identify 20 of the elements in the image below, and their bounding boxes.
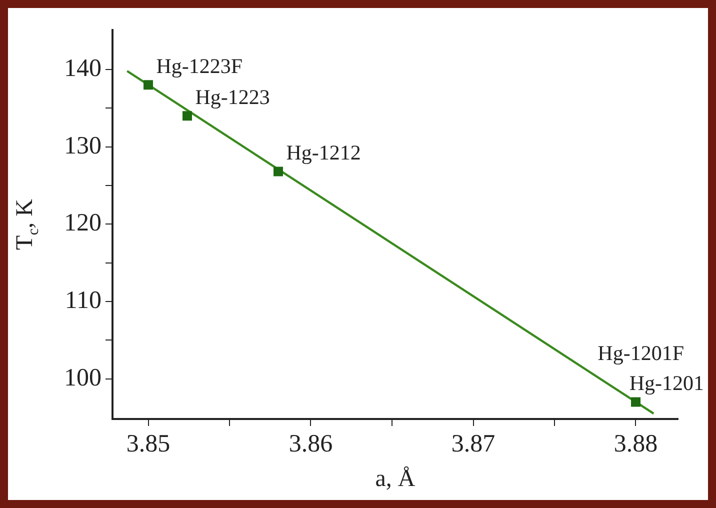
y-tick-label: 110 [64,287,102,314]
x-tick-label: 3.85 [126,430,170,458]
annotation: Hg-1212 [286,140,361,165]
annotation: Hg-1201F [598,340,684,365]
point [631,397,640,407]
x-axis-title: a, Å [375,466,416,492]
point [144,80,153,90]
point [274,166,283,176]
annotation: Hg-1223 [195,84,270,109]
y-tick-label: 120 [64,210,102,237]
x-tick-label: 3.86 [288,430,333,458]
x-tick-label: 3.88 [614,430,658,458]
y-tick-label: 140 [64,55,102,82]
x-tick-label: 3.87 [451,430,496,458]
y-tick-label: 130 [64,132,102,160]
annotation: Hg-1201 [629,370,704,395]
y-tick-label: 100 [64,364,102,392]
annotation: Hg-1223F [156,54,243,78]
point [182,111,192,121]
y-axis-title: Tc, K [12,198,42,250]
